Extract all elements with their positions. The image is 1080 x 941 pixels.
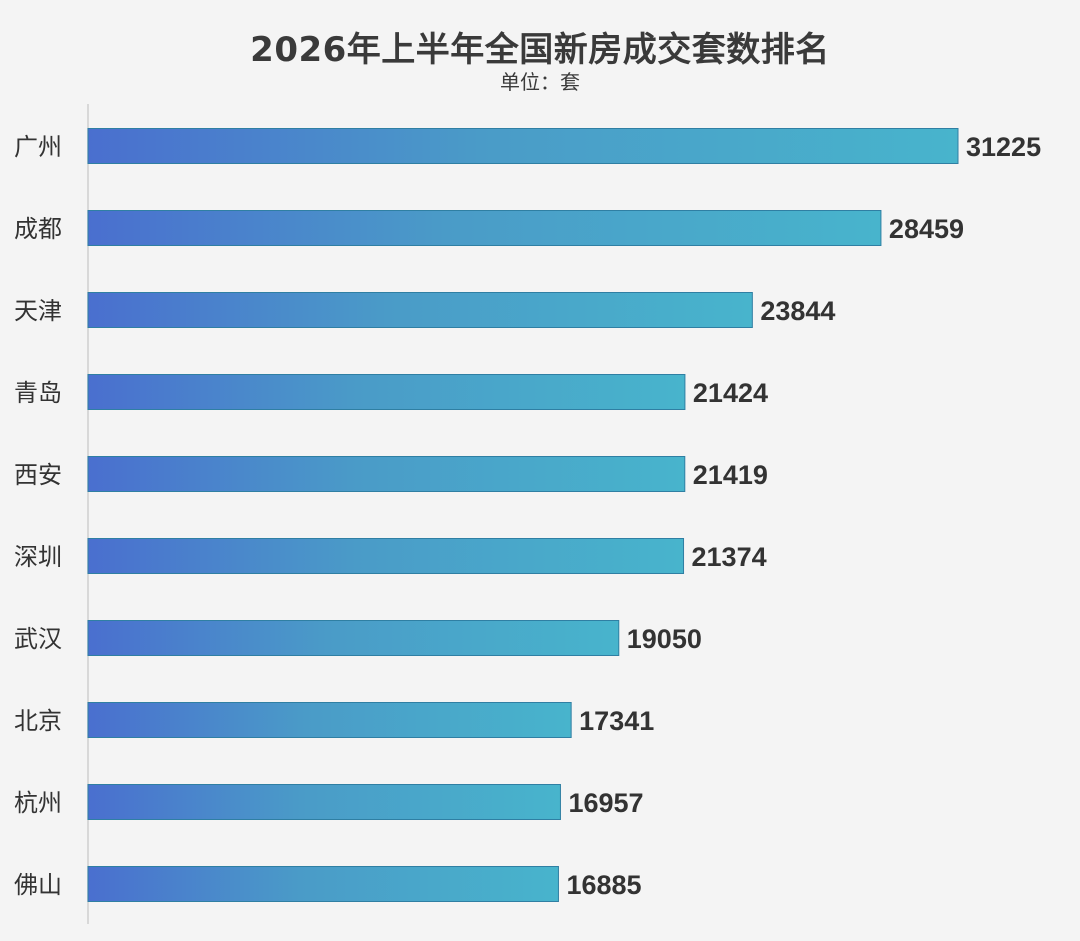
chart-subtitle: 单位：套 bbox=[500, 70, 580, 94]
bar bbox=[87, 702, 572, 738]
bar bbox=[87, 292, 753, 328]
category-label: 深圳 bbox=[14, 543, 62, 571]
category-label: 佛山 bbox=[14, 871, 62, 899]
bar bbox=[87, 620, 620, 656]
bar bbox=[87, 784, 561, 820]
value-label: 31225 bbox=[966, 132, 1041, 162]
bar-group: 成都 28459 bbox=[14, 210, 964, 246]
value-label: 16885 bbox=[566, 870, 641, 900]
category-label: 广州 bbox=[14, 133, 62, 161]
bar bbox=[87, 210, 882, 246]
category-label: 成都 bbox=[14, 215, 62, 243]
category-label: 杭州 bbox=[14, 789, 62, 817]
chart-title: 2026年上半年全国新房成交套数排名 bbox=[250, 30, 830, 70]
bar bbox=[87, 374, 686, 410]
bar-group: 广州 31225 bbox=[14, 128, 1041, 164]
bar-group: 天津 23844 bbox=[14, 292, 835, 328]
value-label: 23844 bbox=[760, 296, 835, 326]
bar bbox=[87, 128, 959, 164]
bar-group: 深圳 21374 bbox=[14, 538, 767, 574]
value-label: 21419 bbox=[693, 460, 768, 490]
bar-group: 武汉 19050 bbox=[14, 620, 702, 656]
value-label: 19050 bbox=[627, 624, 702, 654]
category-label: 西安 bbox=[14, 461, 62, 489]
category-label: 武汉 bbox=[14, 625, 62, 653]
value-label: 28459 bbox=[889, 214, 964, 244]
bar-group: 西安 21419 bbox=[14, 456, 768, 492]
category-label: 天津 bbox=[14, 297, 62, 325]
bar-group: 青岛 21424 bbox=[14, 374, 768, 410]
bar-group: 北京 17341 bbox=[14, 702, 654, 738]
bar-group: 佛山 16885 bbox=[14, 866, 642, 902]
value-label: 16957 bbox=[568, 788, 643, 818]
bar bbox=[87, 456, 686, 492]
value-label: 21424 bbox=[693, 378, 768, 408]
bar-group: 杭州 16957 bbox=[14, 784, 644, 820]
category-label: 青岛 bbox=[14, 379, 62, 407]
category-label: 北京 bbox=[14, 707, 62, 735]
value-label: 21374 bbox=[692, 542, 767, 572]
bar bbox=[87, 866, 559, 902]
bar bbox=[87, 538, 685, 574]
value-label: 17341 bbox=[579, 706, 654, 736]
